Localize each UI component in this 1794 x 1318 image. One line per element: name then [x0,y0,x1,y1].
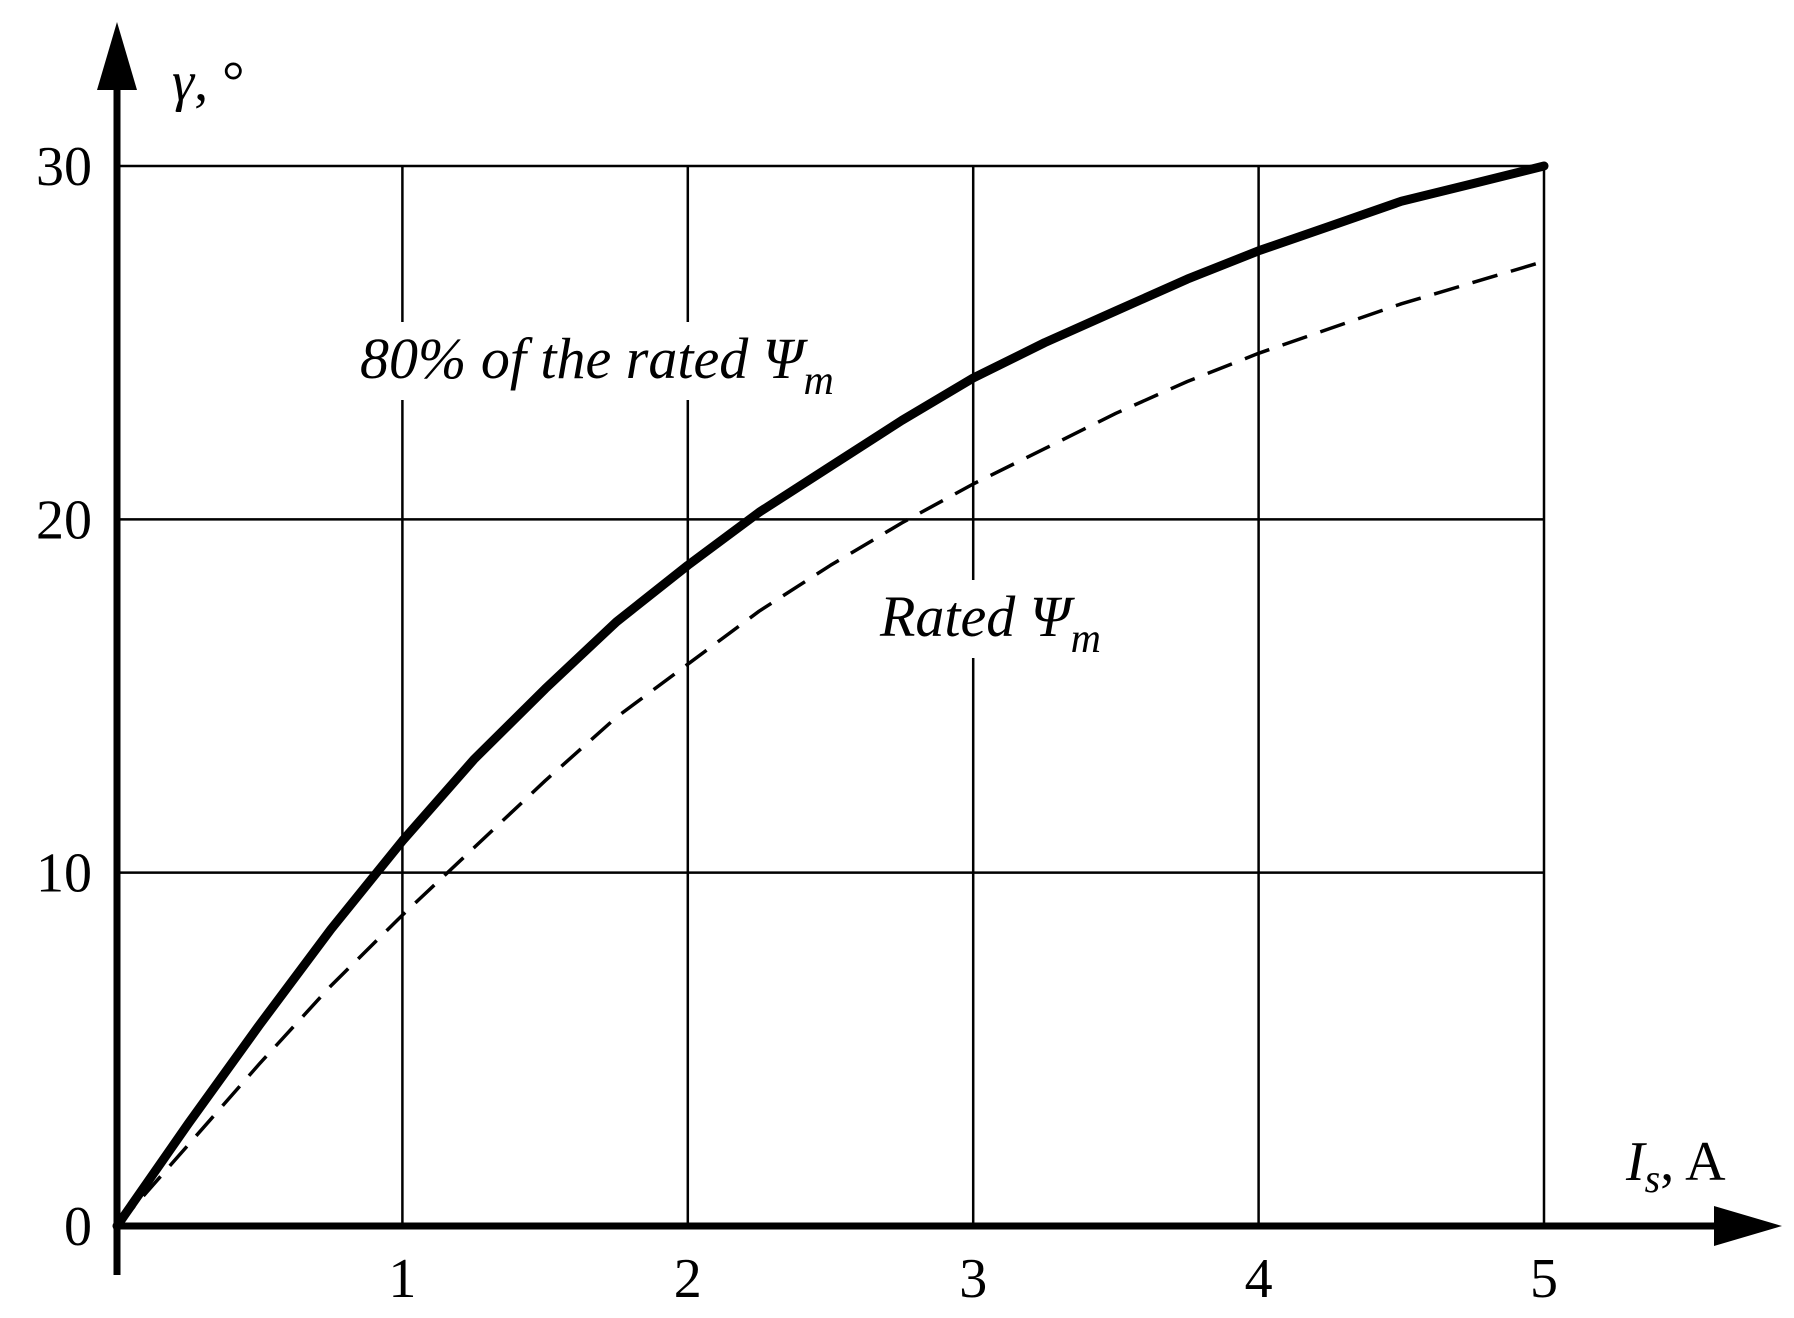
x-tick-label-3: 3 [959,1248,987,1310]
series-2-label-subscript: m [1071,616,1101,662]
y-tick-label-1: 10 [36,843,92,905]
y-axis-label: γ, ° [172,51,244,113]
y-axis-arrow [97,22,137,90]
series-layer [112,161,1549,1231]
series-1-label: 80% of the rated Ψm [360,326,834,404]
x-tick-label-1: 1 [388,1248,416,1310]
series-1-label-subscript: m [804,358,834,404]
tick-labels: 1 2 3 4 5 10 20 30 0 [36,136,1558,1310]
origin-label: 0 [64,1196,92,1258]
x-tick-label-4: 4 [1245,1248,1273,1310]
x-axis-symbol: I [1625,1131,1647,1193]
x-tick-label-5: 5 [1530,1248,1558,1310]
x-tick-label-2: 2 [674,1248,702,1310]
series-1-label-bg [355,322,900,400]
grid [117,164,1546,1226]
x-axis-subscript: s [1645,1156,1661,1201]
y-axis-unit: , ° [194,51,244,113]
x-axis-unit: , A [1660,1131,1726,1193]
x-axis-label: Is, A [1625,1131,1726,1201]
y-axis-symbol: γ [172,51,196,113]
series-2-label-text: Rated Ψ [879,584,1076,649]
series-2-label-bg [872,580,1142,658]
y-tick-label-3: 30 [36,136,92,198]
y-tick-label-2: 20 [36,489,92,551]
x-axis-arrow [1714,1206,1782,1246]
series-2-line [115,259,1545,1228]
series-1-label-text: 80% of the rated Ψ [360,326,809,391]
series-1-line [112,161,1549,1231]
series-2-label: Rated Ψm [879,584,1101,662]
